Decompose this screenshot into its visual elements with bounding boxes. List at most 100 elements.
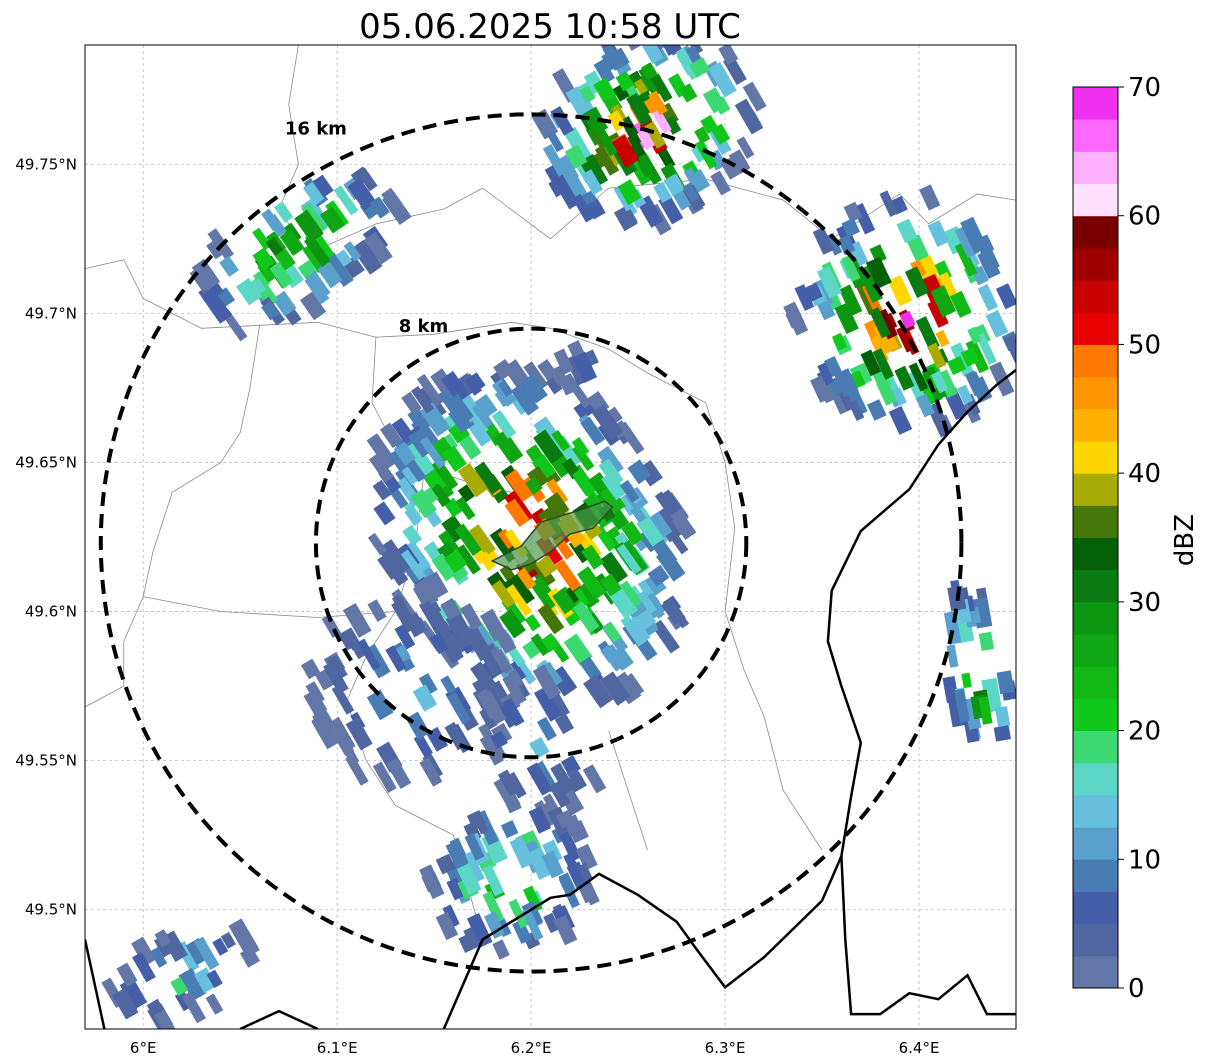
echo-bin bbox=[379, 422, 403, 448]
echo-bin bbox=[455, 392, 483, 423]
echo-bin bbox=[965, 338, 990, 374]
echo-bin bbox=[619, 480, 640, 503]
echo-bin bbox=[607, 110, 627, 132]
echo-bin bbox=[626, 92, 653, 126]
echo-bin bbox=[834, 368, 859, 398]
echo-bin bbox=[736, 136, 755, 159]
echo-bin bbox=[419, 487, 439, 507]
echo-bin bbox=[455, 544, 481, 575]
colorbar-frame bbox=[1072, 86, 1119, 989]
echo-bin bbox=[499, 608, 526, 639]
echo-bin bbox=[445, 839, 471, 874]
echo-bin bbox=[467, 524, 496, 557]
echo-bin bbox=[386, 757, 412, 790]
echo-bin bbox=[380, 539, 411, 575]
echo-bin bbox=[720, 157, 740, 180]
lon-tick-label: 6°E bbox=[130, 1039, 157, 1057]
echo-bin bbox=[368, 453, 395, 483]
echo-bin bbox=[900, 310, 916, 329]
echo-bin bbox=[858, 267, 883, 304]
echo-bin bbox=[532, 664, 561, 700]
echo-bin bbox=[338, 627, 361, 651]
echo-bin bbox=[603, 622, 622, 643]
echo-bin bbox=[301, 202, 328, 234]
echo-bin bbox=[484, 911, 506, 939]
echo-bin bbox=[579, 656, 602, 681]
echo-bin bbox=[623, 678, 641, 697]
echo-bin bbox=[954, 242, 978, 277]
echo-bin bbox=[193, 936, 220, 971]
echo-bin bbox=[524, 614, 541, 632]
echo-bin bbox=[688, 169, 711, 193]
echo-bin bbox=[582, 764, 607, 794]
echo-bin bbox=[695, 139, 718, 170]
echo-bin bbox=[838, 284, 863, 317]
echo-bin bbox=[492, 429, 524, 465]
echo-bin bbox=[894, 365, 915, 391]
colorbar-label: dBZ bbox=[1170, 514, 1200, 566]
echo-bin bbox=[734, 98, 764, 135]
echo-bin bbox=[542, 144, 568, 177]
warning-polygon-layer bbox=[490, 500, 614, 571]
colorbar-swatch bbox=[1073, 634, 1118, 667]
echo-bin bbox=[220, 931, 237, 949]
echo-bin bbox=[563, 587, 580, 605]
echo-bin bbox=[300, 658, 321, 680]
echo-bin bbox=[577, 862, 594, 883]
echo-bin bbox=[545, 376, 563, 395]
echo-bin bbox=[583, 674, 614, 709]
warning-polygon bbox=[490, 500, 614, 571]
echo-bin bbox=[943, 611, 962, 645]
echo-bin bbox=[718, 45, 739, 66]
echo-bin bbox=[474, 393, 498, 419]
longitude-ticks: 6°E 6.1°E 6.2°E 6.3°E 6.4°E bbox=[130, 1039, 940, 1057]
country-borders bbox=[85, 369, 1016, 1029]
echo-bin bbox=[342, 602, 372, 638]
echo-bin bbox=[347, 177, 377, 211]
echo-bin bbox=[597, 129, 618, 157]
colorbar-swatch bbox=[1073, 408, 1118, 442]
echo-bin bbox=[364, 231, 393, 265]
echo-bin bbox=[367, 599, 387, 622]
echo-bin bbox=[402, 524, 423, 547]
echo-bin bbox=[393, 441, 417, 466]
echo-bin bbox=[541, 850, 564, 879]
echo-bin bbox=[446, 877, 466, 901]
echo-bin bbox=[181, 991, 207, 1024]
echo-bin bbox=[579, 153, 609, 189]
echo-bin bbox=[479, 608, 508, 642]
colorbar-tick-label: 70 bbox=[1128, 73, 1161, 103]
echo-bin bbox=[616, 543, 642, 575]
lon-tick-label: 6.4°E bbox=[899, 1039, 940, 1057]
echo-bin bbox=[274, 201, 294, 223]
echo-bin bbox=[656, 548, 686, 582]
ring-labels: 8 km 16 km bbox=[285, 119, 448, 337]
echo-bin bbox=[548, 781, 571, 809]
latitude-ticks: 49.75°N 49.7°N 49.65°N 49.6°N 49.55°N 49.5°N bbox=[15, 155, 77, 918]
colorbar-swatch bbox=[1073, 280, 1118, 313]
echo-bin bbox=[241, 929, 260, 955]
echo-bin bbox=[314, 669, 335, 691]
echo-bin bbox=[529, 736, 550, 759]
echo-bin bbox=[311, 714, 335, 743]
echo-bin bbox=[500, 820, 519, 839]
echo-bin bbox=[435, 853, 456, 875]
echo-bin bbox=[553, 348, 574, 375]
echo-bin bbox=[522, 639, 542, 660]
colorbar-swatch bbox=[1073, 666, 1118, 699]
echo-bin bbox=[528, 805, 552, 834]
lat-tick-label: 49.65°N bbox=[15, 453, 77, 471]
echo-bin bbox=[994, 706, 1011, 728]
echo-bin bbox=[713, 96, 731, 115]
country-border bbox=[239, 1009, 319, 1029]
echo-bin bbox=[442, 445, 467, 473]
echo-bin bbox=[333, 185, 359, 216]
echo-bin bbox=[370, 439, 396, 470]
range-ring bbox=[313, 326, 749, 760]
echo-bin bbox=[440, 370, 470, 404]
echo-bin bbox=[620, 580, 642, 607]
echo-bin bbox=[466, 912, 493, 948]
echo-bin bbox=[572, 351, 598, 384]
echo-bin bbox=[323, 661, 349, 695]
echo-bin bbox=[989, 361, 1015, 397]
